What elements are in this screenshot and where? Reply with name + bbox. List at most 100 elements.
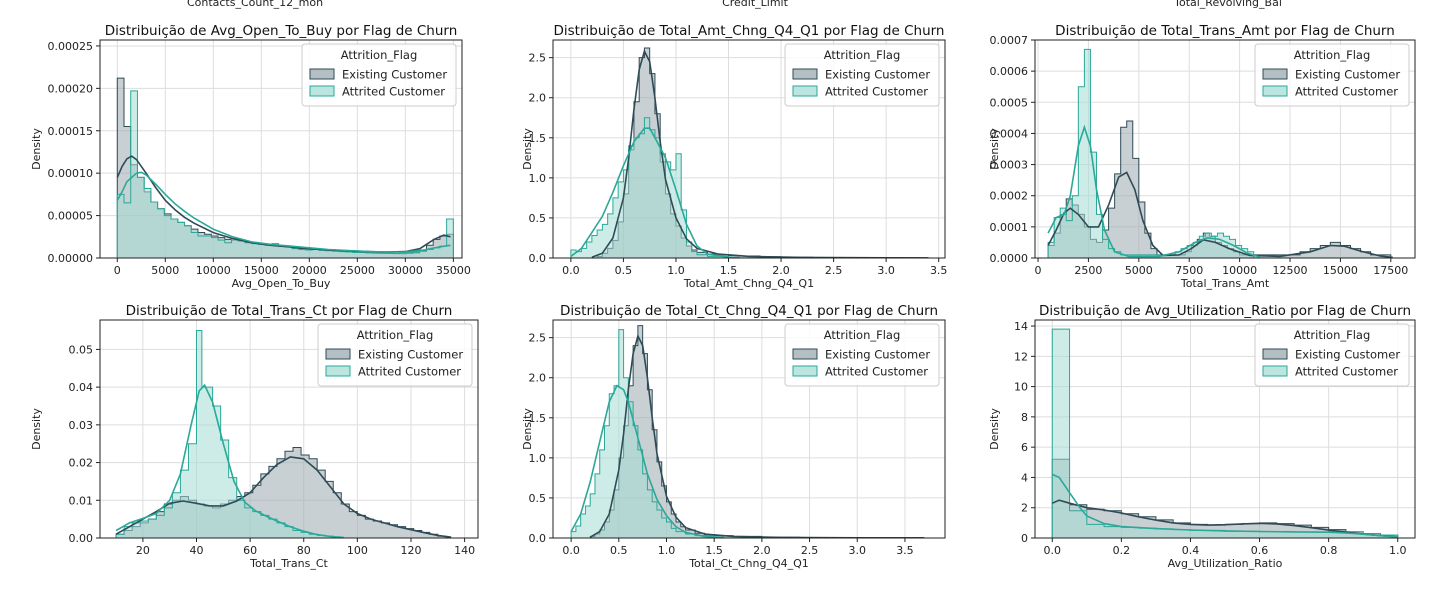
chart-panel-4: 20 40 60 80 100 120 140 0.00 0.01 0.02 0.03 0.04 0.0… — [30, 303, 479, 570]
y-tick-label: 0.0004 — [990, 127, 1029, 140]
y-tick-label: 0.00005 — [48, 210, 94, 223]
legend-label-existing: Existing Customer — [1295, 348, 1400, 362]
x-tick-label: 1.5 — [720, 264, 738, 277]
x-tick-label: 20000 — [292, 264, 327, 277]
y-tick-label: 0.0 — [529, 532, 547, 545]
y-tick-label: 12 — [1014, 350, 1028, 363]
x-axis-label: Total_Amt_Chng_Q4_Q1 — [683, 277, 814, 290]
axes-frame — [1034, 319, 1416, 539]
y-axis-label: Density — [988, 408, 1001, 450]
x-tick-label: 3.0 — [849, 544, 867, 557]
legend: Attrition_Flag Existing Customer Attrited … — [784, 43, 940, 107]
x-tick-label: 20 — [136, 544, 150, 557]
plot-area — [1051, 328, 1399, 538]
x-tick-label: 5000 — [1125, 264, 1153, 277]
hist-attrited — [116, 90, 454, 258]
y-tick-label: 0.0003 — [990, 159, 1029, 172]
chart-title: Distribuição de Total_Trans_Amt por Flag… — [1055, 23, 1395, 39]
y-tick-label: 1.5 — [529, 412, 547, 425]
y-tick-label: 2.5 — [529, 332, 547, 345]
legend-label-attrited: Attrited Customer — [342, 85, 445, 99]
x-tick-label: 3.0 — [877, 264, 895, 277]
legend-label-attrited: Attrited Customer — [1295, 365, 1398, 379]
kde-existing — [591, 49, 929, 258]
x-tick-label: 0.0 — [562, 264, 580, 277]
kde-existing — [589, 333, 925, 538]
legend-label-existing: Existing Customer — [1295, 68, 1400, 82]
legend-title: Attrition_Flag — [341, 48, 418, 62]
chart-title: Distribuição de Avg_Utilization_Ratio po… — [1039, 303, 1411, 319]
legend-swatch-existing — [1262, 348, 1288, 360]
y-tick-label: 0.03 — [69, 419, 94, 432]
y-tick-label: 0.5 — [529, 212, 547, 225]
x-axis-label: Avg_Utilization_Ratio — [1168, 557, 1283, 570]
top-label-1: Contacts_Count_12_mon — [186, 0, 324, 9]
x-tick-label: 7500 — [1175, 264, 1203, 277]
legend-swatch-existing — [325, 348, 351, 360]
x-tick-label: 2.5 — [801, 544, 819, 557]
top-label-2: Credit_Limit — [722, 0, 788, 9]
x-tick-label: 1.0 — [1389, 544, 1407, 557]
kde-attrited — [115, 383, 345, 538]
legend-swatch-attrited — [1262, 85, 1288, 97]
plot-area — [570, 325, 925, 538]
x-tick-label: 2.0 — [753, 544, 771, 557]
legend: Attrition_Flag Existing Customer Attrited … — [1254, 43, 1410, 107]
x-tick-label: 0.8 — [1320, 544, 1338, 557]
x-axis-label: Total_Ct_Chng_Q4_Q1 — [688, 557, 809, 570]
kde-existing — [1051, 499, 1398, 538]
legend-box — [784, 43, 940, 107]
legend-label-attrited: Attrited Customer — [358, 365, 461, 379]
x-tick-label: 30000 — [388, 264, 423, 277]
kde-attrited — [570, 127, 729, 258]
plot-area — [115, 330, 452, 538]
legend-box — [301, 43, 457, 107]
x-axis-label: Total_Trans_Ct — [249, 557, 328, 570]
y-tick-label: 14 — [1014, 320, 1028, 333]
axes-frame — [99, 319, 479, 539]
y-tick-label: 0.0 — [529, 252, 547, 265]
y-tick-label: 0.0000 — [990, 252, 1029, 265]
y-tick-label: 0.01 — [69, 494, 94, 507]
x-tick-label: 0 — [114, 264, 121, 277]
x-tick-label: 0.0 — [1044, 544, 1062, 557]
legend-swatch-existing — [309, 68, 335, 80]
y-tick-label: 10 — [1014, 381, 1028, 394]
plot-area — [570, 47, 929, 258]
y-tick-label: 0.00010 — [48, 167, 94, 180]
legend-label-attrited: Attrited Customer — [825, 365, 928, 379]
chart-panel-2: 0.0 0.5 1.0 1.5 2.0 2.5 3.0 3.5 0.0 0.5 1.0 1.5 2.0 2… — [521, 23, 947, 290]
legend-swatch-attrited — [309, 85, 335, 97]
x-tick-label: 0.2 — [1113, 544, 1131, 557]
top-label-3: Total_Revolving_Bal — [1174, 0, 1282, 9]
x-tick-label: 0.5 — [610, 544, 628, 557]
y-tick-label: 0.00020 — [48, 82, 94, 95]
legend-box — [1254, 43, 1410, 107]
x-tick-label: 80 — [297, 544, 311, 557]
kde-attrited — [1047, 124, 1261, 258]
legend-swatch-attrited — [1262, 365, 1288, 377]
legend-label-existing: Existing Customer — [825, 68, 930, 82]
x-tick-label: 60 — [243, 544, 257, 557]
legend-title: Attrition_Flag — [1294, 48, 1371, 62]
legend: Attrition_Flag Existing Customer Attrited … — [301, 43, 457, 107]
y-tick-label: 6 — [1021, 441, 1028, 454]
x-axis-label: Avg_Open_To_Buy — [232, 277, 331, 290]
legend-swatch-attrited — [792, 85, 818, 97]
x-axis-label: Total_Trans_Amt — [1180, 277, 1270, 290]
chart-title: Distribuição de Total_Trans_Ct por Flag … — [126, 303, 453, 319]
legend: Attrition_Flag Existing Customer Attrited … — [1254, 323, 1410, 387]
x-tick-label: 0.0 — [562, 544, 580, 557]
legend-swatch-attrited — [792, 365, 818, 377]
y-tick-label: 8 — [1021, 411, 1028, 424]
kde-attrited — [116, 171, 451, 253]
legend-label-existing: Existing Customer — [358, 348, 463, 362]
x-tick-label: 0.6 — [1251, 544, 1269, 557]
x-tick-label: 0.4 — [1182, 544, 1200, 557]
kde-existing — [115, 456, 452, 538]
x-tick-label: 3.5 — [930, 264, 948, 277]
y-tick-label: 0.00015 — [48, 125, 94, 138]
x-tick-label: 2500 — [1074, 264, 1102, 277]
